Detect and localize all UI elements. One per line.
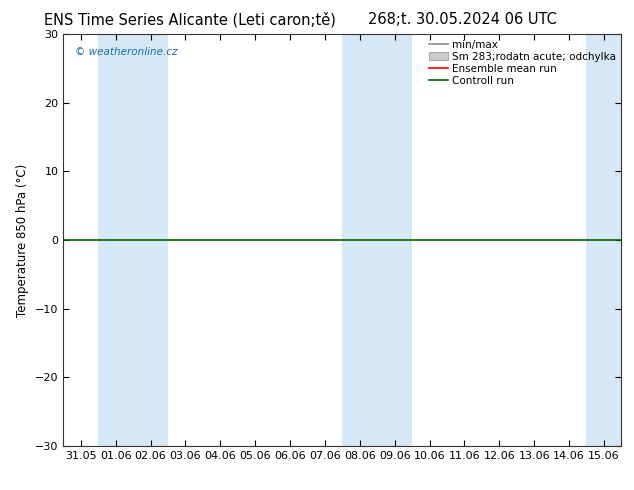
- Y-axis label: Temperature 850 hPa (°C): Temperature 850 hPa (°C): [16, 164, 30, 317]
- Legend: min/max, Sm 283;rodatn acute; odchylka, Ensemble mean run, Controll run: min/max, Sm 283;rodatn acute; odchylka, …: [427, 37, 618, 88]
- Text: © weatheronline.cz: © weatheronline.cz: [75, 47, 177, 57]
- Bar: [98, 34, 168, 446]
- Bar: [586, 34, 621, 446]
- Bar: [342, 34, 412, 446]
- Text: 268;t. 30.05.2024 06 UTC: 268;t. 30.05.2024 06 UTC: [368, 12, 557, 27]
- Text: ENS Time Series Alicante (Leti caron;tě): ENS Time Series Alicante (Leti caron;tě): [44, 12, 336, 28]
